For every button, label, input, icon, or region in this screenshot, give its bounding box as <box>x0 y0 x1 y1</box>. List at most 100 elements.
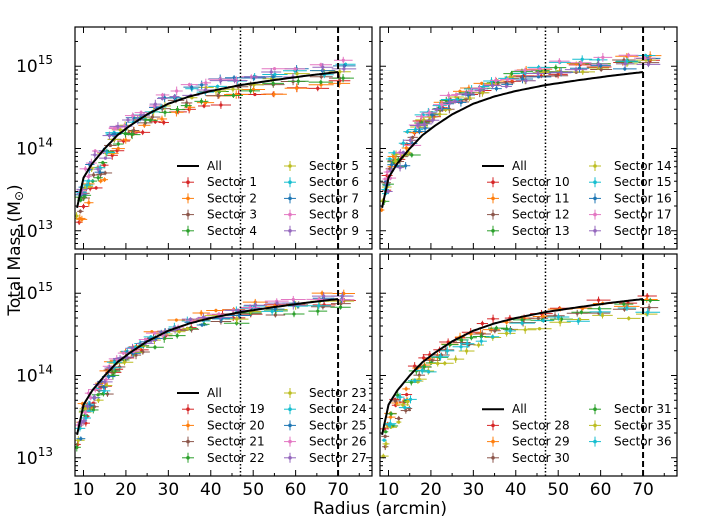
legend-label: Sector 11 <box>512 191 570 205</box>
data-point <box>253 92 257 97</box>
legend-label: All <box>512 402 527 416</box>
panel-frame <box>379 26 678 250</box>
x-tick-label: 40 <box>505 480 527 500</box>
data-point <box>270 309 274 313</box>
data-point <box>385 170 389 174</box>
data-point <box>465 342 469 346</box>
legend-item: All <box>177 386 222 400</box>
legend-marker <box>186 423 190 428</box>
data-point <box>541 314 545 319</box>
data-point <box>139 111 143 115</box>
legend-label: Sector 36 <box>614 435 672 449</box>
legend-label: Sector 25 <box>309 418 367 432</box>
data-point <box>293 67 297 71</box>
data-point <box>599 64 603 68</box>
data-point <box>388 422 392 426</box>
data-point <box>101 161 105 165</box>
data-point <box>541 318 546 323</box>
data-point <box>480 91 485 95</box>
data-point <box>96 176 100 180</box>
legend-label: Sector 15 <box>614 175 672 189</box>
legend-item: Sector 11 <box>487 191 570 205</box>
data-point <box>647 306 651 310</box>
data-point <box>319 80 323 84</box>
legend-marker <box>186 196 190 201</box>
data-point <box>153 331 157 335</box>
legend-item: Sector 30 <box>487 451 570 465</box>
y-tick-label: 1014 <box>16 362 53 386</box>
data-point <box>490 335 495 339</box>
data-point <box>296 79 300 83</box>
data-point <box>380 208 384 212</box>
data-point <box>92 173 96 177</box>
data-point <box>175 333 179 338</box>
data-point <box>89 396 93 400</box>
y-axis-title-text: Total Mass (M <box>5 201 25 317</box>
y-tick-label-base: 10 <box>16 57 38 77</box>
data-point <box>93 153 97 157</box>
data-point <box>235 317 239 321</box>
legend-label: Sector 35 <box>614 418 672 432</box>
data-point <box>93 396 97 400</box>
legend-item: Sector 6 <box>284 175 359 189</box>
y-tick-label-base: 10 <box>16 139 38 159</box>
legend-marker <box>288 391 292 395</box>
data-point <box>83 167 87 171</box>
data-point <box>381 454 385 458</box>
legend-item: Sector 28 <box>487 418 570 432</box>
data-point <box>491 317 495 321</box>
legend-marker <box>288 456 292 460</box>
x-tick-label: 40 <box>200 480 222 500</box>
data-point <box>408 397 413 401</box>
data-point <box>185 327 190 331</box>
data-point <box>599 67 603 72</box>
data-point <box>82 419 86 423</box>
data-point <box>271 81 275 85</box>
data-point <box>386 189 390 194</box>
data-point <box>493 329 497 333</box>
data-point <box>417 373 421 377</box>
legend-item: Sector 25 <box>284 418 367 432</box>
legend-marker <box>186 456 190 460</box>
data-point <box>188 105 192 109</box>
data-point <box>523 328 527 332</box>
legend-label: Sector 24 <box>309 402 367 416</box>
legend-marker <box>288 164 292 168</box>
legend-item: Sector 24 <box>284 402 367 416</box>
legend-label: All <box>207 159 222 173</box>
data-point <box>398 395 402 399</box>
data-point <box>130 346 135 350</box>
data-point <box>538 67 542 71</box>
data-point <box>80 217 84 221</box>
data-point <box>596 298 601 302</box>
data-point <box>600 313 605 317</box>
data-point <box>581 70 585 74</box>
data-point <box>203 88 208 92</box>
data-point <box>406 400 410 404</box>
data-point <box>187 82 192 87</box>
x-tick-label: 30 <box>158 480 180 500</box>
data-point <box>160 96 164 101</box>
data-point <box>411 135 415 139</box>
data-point <box>81 204 86 209</box>
legend-marker <box>491 439 495 444</box>
data-point <box>231 93 235 98</box>
legend-marker <box>593 164 597 168</box>
data-point <box>217 312 221 316</box>
y-tick-label-exponent: 14 <box>38 135 53 149</box>
data-point <box>458 89 462 93</box>
legend-marker <box>491 423 495 428</box>
data-point <box>116 142 120 146</box>
legend-item: Sector 17 <box>589 208 672 222</box>
data-point <box>275 301 279 305</box>
data-point <box>219 79 223 83</box>
data-point <box>174 318 179 322</box>
data-point <box>389 412 393 416</box>
data-point <box>102 385 106 389</box>
data-point <box>459 338 464 342</box>
data-point <box>505 77 510 82</box>
data-point <box>559 71 563 75</box>
legend-item: Sector 15 <box>589 175 672 189</box>
